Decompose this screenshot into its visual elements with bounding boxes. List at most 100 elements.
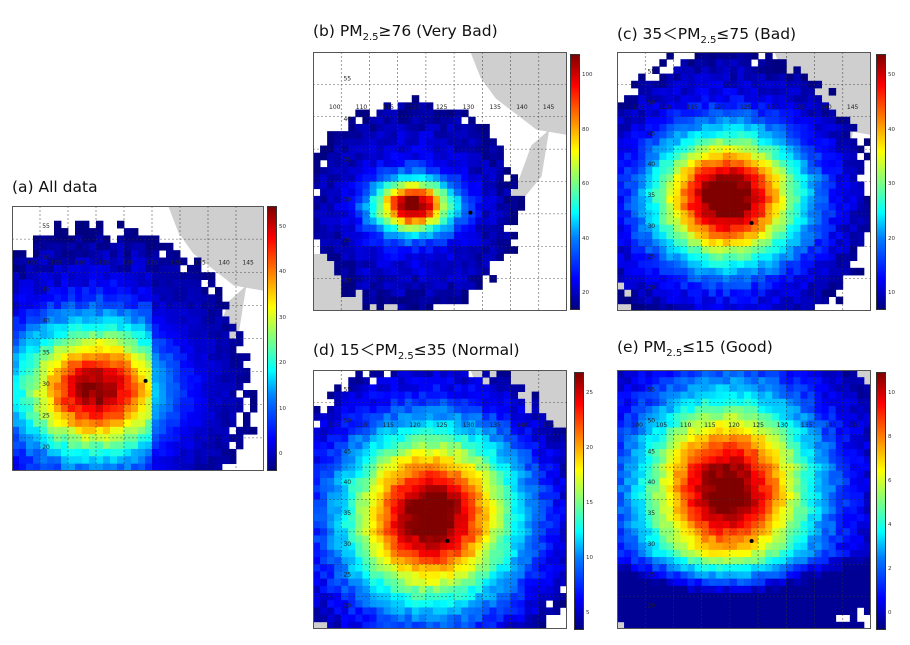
grid-cell bbox=[645, 441, 653, 450]
grid-cell bbox=[383, 102, 392, 110]
grid-cell bbox=[758, 377, 766, 385]
grid-cell bbox=[701, 600, 710, 608]
grid-cell bbox=[411, 413, 420, 421]
lon-tick-label: 120 bbox=[409, 422, 421, 429]
grid-cell bbox=[503, 614, 511, 623]
grid-cell bbox=[61, 272, 69, 281]
grid-cell bbox=[722, 138, 731, 146]
grid-cell bbox=[468, 246, 476, 254]
grid-cell bbox=[327, 441, 335, 450]
grid-cell bbox=[524, 420, 533, 428]
grid-cell bbox=[152, 279, 160, 288]
grid-cell bbox=[454, 116, 462, 125]
grid-cell bbox=[736, 470, 745, 479]
grid-cell bbox=[758, 167, 766, 175]
grid-cell bbox=[369, 231, 377, 240]
lon-tick-label: 120 bbox=[713, 104, 725, 111]
grid-cell bbox=[432, 492, 441, 500]
grid-cell bbox=[250, 426, 258, 435]
grid-cell bbox=[334, 217, 342, 226]
grid-cell bbox=[166, 257, 174, 266]
grid-cell bbox=[559, 521, 567, 529]
grid-cell bbox=[708, 470, 717, 479]
grid-cell bbox=[524, 549, 533, 558]
grid-cell bbox=[40, 345, 48, 354]
grid-cell bbox=[461, 477, 469, 486]
grid-cell bbox=[736, 427, 745, 436]
grid-cell bbox=[440, 621, 448, 629]
grid-cell bbox=[68, 264, 76, 273]
grid-cell bbox=[652, 138, 660, 146]
grid-cell bbox=[215, 294, 223, 303]
grid-cell bbox=[369, 492, 377, 500]
grid-cell bbox=[624, 585, 632, 594]
grid-cell bbox=[369, 239, 377, 247]
grid-cell bbox=[489, 485, 497, 493]
grid-cell bbox=[835, 210, 844, 218]
grid-cell bbox=[744, 485, 752, 493]
grid-cell bbox=[673, 621, 681, 629]
grid-cell bbox=[440, 195, 448, 204]
grid-cell bbox=[369, 621, 377, 629]
grid-cell bbox=[638, 159, 646, 168]
grid-cell bbox=[475, 463, 483, 472]
grid-cell bbox=[19, 397, 27, 406]
grid-cell bbox=[828, 138, 837, 146]
grid-cell bbox=[531, 405, 540, 414]
grid-cell bbox=[624, 370, 632, 378]
grid-cell bbox=[482, 513, 490, 522]
grid-cell bbox=[110, 390, 118, 398]
grid-cell bbox=[687, 231, 696, 240]
grid-cell bbox=[524, 492, 533, 500]
grid-cell bbox=[659, 578, 667, 587]
grid-cell bbox=[440, 224, 448, 233]
grid-cell bbox=[673, 181, 681, 190]
grid-cell bbox=[313, 585, 321, 594]
grid-cell bbox=[327, 231, 335, 240]
grid-cell bbox=[793, 282, 801, 290]
grid-cell bbox=[744, 267, 752, 276]
grid-cell bbox=[666, 131, 674, 139]
grid-cell bbox=[694, 420, 703, 428]
grid-cell bbox=[138, 404, 146, 413]
grid-cell bbox=[496, 384, 504, 392]
grid-cell bbox=[19, 441, 27, 450]
grid-cell bbox=[496, 217, 504, 226]
grid-cell bbox=[376, 303, 384, 311]
grid-cell bbox=[369, 571, 377, 580]
grid-cell bbox=[510, 413, 519, 421]
grid-cell bbox=[772, 116, 780, 125]
grid-cell bbox=[736, 441, 745, 450]
map-frame bbox=[313, 370, 567, 629]
grid-cell bbox=[666, 600, 674, 608]
grid-cell bbox=[89, 419, 97, 428]
grid-cell bbox=[47, 390, 55, 398]
grid-cell bbox=[404, 174, 413, 182]
grid-cell bbox=[215, 345, 223, 354]
grid-cell bbox=[468, 535, 476, 544]
grid-cell bbox=[659, 152, 667, 161]
grid-cell bbox=[722, 535, 731, 544]
grid-cell bbox=[863, 210, 871, 218]
grid-cell bbox=[729, 123, 738, 132]
grid-cell bbox=[180, 353, 188, 361]
grid-cell bbox=[341, 535, 349, 544]
grid-cell bbox=[124, 463, 132, 471]
grid-cell bbox=[54, 397, 62, 406]
grid-cell bbox=[152, 390, 160, 398]
grid-cell bbox=[117, 250, 125, 258]
grid-cell bbox=[376, 405, 384, 414]
grid-cell bbox=[33, 397, 41, 406]
grid-cell bbox=[432, 224, 441, 233]
grid-cell bbox=[687, 391, 696, 400]
grid-cell bbox=[701, 578, 710, 587]
grid-cell bbox=[694, 521, 703, 529]
grid-cell bbox=[145, 382, 153, 391]
grid-cell bbox=[208, 331, 216, 339]
grid-cell bbox=[376, 578, 384, 587]
grid-cell bbox=[701, 73, 710, 82]
grid-cell bbox=[468, 159, 476, 168]
grid-cell bbox=[47, 397, 55, 406]
grid-cell bbox=[736, 181, 745, 190]
grid-cell bbox=[341, 253, 349, 262]
